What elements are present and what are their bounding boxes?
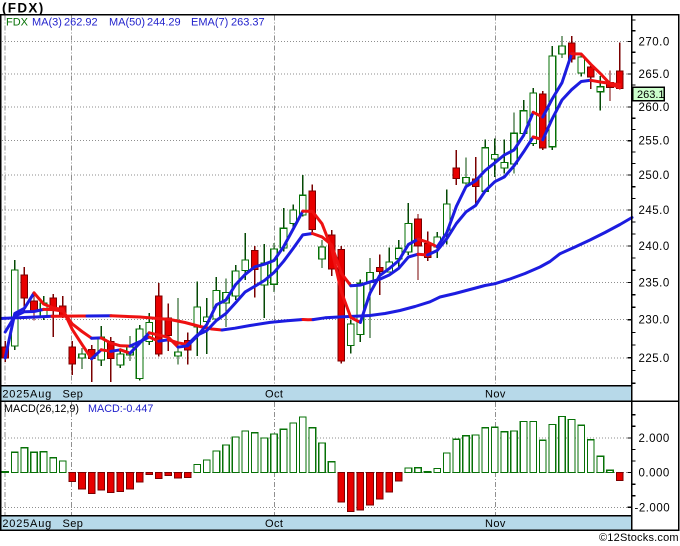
svg-text:230.0: 230.0 [639,315,670,327]
svg-text:255.0: 255.0 [639,136,670,148]
svg-text:Sep: Sep [63,518,84,530]
svg-text:2.000: 2.000 [639,433,670,445]
svg-text:©12Stocks.com: ©12Stocks.com [599,532,679,544]
svg-text:FDX: FDX [6,17,29,29]
svg-text:263.1: 263.1 [637,89,665,101]
svg-text:MA(3): MA(3) [32,17,62,29]
svg-text:Nov: Nov [485,389,506,401]
svg-text:Nov: Nov [485,518,506,530]
svg-text:263.37: 263.37 [231,17,265,29]
svg-text:Sep: Sep [63,389,84,401]
svg-text:MA(50): MA(50) [109,17,145,29]
svg-text:MACD(26,12,9): MACD(26,12,9) [4,403,79,415]
svg-text:Oct: Oct [265,518,283,530]
svg-text:225.0: 225.0 [639,353,670,365]
svg-text:245.0: 245.0 [639,205,670,217]
svg-text:MACD:-0.447: MACD:-0.447 [88,403,153,415]
svg-text:270.0: 270.0 [639,37,670,49]
svg-text:235.0: 235.0 [639,277,670,289]
svg-text:0.000: 0.000 [639,468,670,480]
svg-text:265.0: 265.0 [639,69,670,81]
svg-text:-2.000: -2.000 [635,502,671,514]
svg-text:(FDX): (FDX) [2,1,45,16]
svg-text:Oct: Oct [265,389,283,401]
svg-text:240.0: 240.0 [639,241,670,253]
svg-text:250.0: 250.0 [639,170,670,182]
svg-text:EMA(7): EMA(7) [191,17,228,29]
svg-text:244.29: 244.29 [147,17,181,29]
svg-text:262.92: 262.92 [64,17,98,29]
svg-text:260.0: 260.0 [639,102,670,114]
svg-text:2025Aug: 2025Aug [2,389,52,401]
svg-text:2025Aug: 2025Aug [2,518,52,530]
